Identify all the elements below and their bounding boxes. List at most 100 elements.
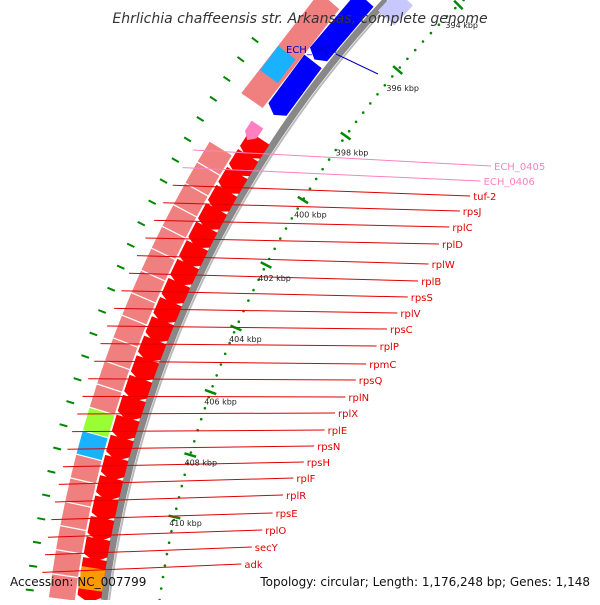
gene-leader-line — [172, 184, 471, 197]
gene-label-rpmc[interactable]: rpmC — [94, 360, 396, 371]
scale-dot — [406, 57, 409, 61]
cds-outer[interactable] — [188, 221, 218, 249]
inner-tick — [89, 331, 98, 337]
gene-label-rplf[interactable]: rplF — [58, 474, 316, 485]
cds-outer[interactable] — [117, 394, 146, 421]
cds-inner[interactable] — [56, 526, 86, 554]
gene-label-rplo[interactable]: rplO — [47, 526, 286, 538]
cds-outer[interactable] — [83, 536, 111, 562]
kbp-label: 394 kbp — [445, 21, 478, 30]
gene-label-rplv[interactable]: rplV — [114, 307, 421, 320]
cds-inner[interactable] — [65, 478, 96, 507]
gene-label-rpln[interactable]: rplN — [82, 393, 370, 404]
cds-upper-blue[interactable] — [268, 54, 322, 116]
scale-dot — [175, 507, 178, 511]
kbp-tick — [229, 324, 242, 332]
cds-inner[interactable] — [82, 407, 115, 438]
gene-label-text: rplV — [400, 309, 420, 320]
inner-tick — [137, 221, 146, 227]
cds-outer[interactable] — [96, 475, 124, 501]
gene-label-rpsn[interactable]: rpsN — [67, 442, 340, 453]
cds-inner[interactable] — [89, 384, 122, 415]
gene-label-rplr[interactable]: rplR — [54, 491, 306, 503]
inner-tick — [81, 354, 90, 359]
cds-inner[interactable] — [185, 162, 220, 196]
cds-upper-cyan[interactable] — [260, 45, 296, 84]
cds-outer[interactable] — [124, 374, 153, 402]
gene-leader-line — [192, 149, 492, 167]
scale-dot — [183, 473, 186, 477]
gene-label-rplb[interactable]: rplB — [128, 272, 441, 288]
scale-dot — [347, 129, 351, 133]
gene-label-text: ECH_0404 — [286, 45, 337, 56]
gene-label-rpld[interactable]: rplD — [145, 237, 463, 251]
cds-inner[interactable] — [197, 141, 232, 175]
gene-label-ech-0404[interactable]: ECH_0404 — [286, 45, 379, 75]
cds-outer[interactable] — [106, 434, 134, 461]
cds-ech0405[interactable] — [244, 120, 264, 141]
gene-label-rpsc[interactable]: rpsC — [107, 325, 413, 336]
gene-label-adk[interactable]: adk — [42, 560, 263, 573]
gene-label-rpsq[interactable]: rpsQ — [88, 376, 382, 387]
gene-label-rpss[interactable]: rpsS — [121, 290, 433, 304]
gene-label-ech-0405[interactable]: ECH_0405 — [192, 149, 545, 173]
inner-tick — [251, 36, 259, 44]
cds-outer[interactable] — [138, 335, 167, 363]
gene-label-rplc[interactable]: rplC — [154, 219, 473, 234]
cds-outer[interactable] — [145, 316, 175, 343]
gene-label-text: rplB — [421, 277, 441, 288]
gene-label-ech-0406[interactable]: ECH_0406 — [182, 167, 535, 188]
gene-label-rplx[interactable]: rplX — [77, 409, 358, 420]
kbp-label: 410 kbp — [169, 519, 202, 528]
inner-tick-ring — [25, 36, 259, 592]
scale-dot — [327, 158, 331, 161]
kbp-label: 396 kbp — [386, 84, 419, 93]
cds-inner[interactable] — [173, 183, 208, 217]
scale-dot — [180, 484, 184, 488]
cds-outer[interactable] — [161, 277, 191, 305]
cds-inner[interactable] — [97, 361, 130, 392]
cds-inner[interactable] — [70, 454, 102, 484]
cds-upper-pink[interactable] — [241, 0, 340, 108]
cds-outer[interactable] — [170, 258, 200, 286]
cds-inner[interactable] — [52, 550, 82, 577]
cds-inner[interactable] — [151, 226, 186, 259]
cds-outer[interactable] — [229, 149, 259, 177]
cds-upper-lavender[interactable] — [378, 0, 413, 26]
cds-outer[interactable] — [153, 296, 183, 324]
topology-text: Topology: circular; Length: 1,176,248 bp… — [259, 575, 590, 589]
scale-dot — [421, 40, 425, 43]
cds-inner[interactable] — [131, 270, 165, 303]
gene-label-text: rplF — [296, 474, 315, 485]
cds-inner[interactable] — [60, 502, 91, 530]
inner-tick — [47, 469, 56, 474]
cds-outer[interactable] — [91, 495, 119, 522]
cds-outer[interactable] — [198, 203, 228, 230]
gene-label-rpsj[interactable]: rpsJ — [163, 202, 481, 218]
gene-label-rpsh[interactable]: rpsH — [62, 458, 330, 469]
cds-upper-blue[interactable] — [309, 0, 374, 62]
gene-leader-line — [335, 53, 379, 75]
cds-inner[interactable] — [113, 315, 146, 347]
gene-label-secy[interactable]: secY — [44, 543, 279, 556]
scale-dot — [273, 247, 277, 251]
kbp-tick — [297, 195, 309, 205]
cds-outer[interactable] — [100, 454, 129, 481]
cds-outer[interactable] — [179, 240, 209, 267]
gene-label-rple[interactable]: rplE — [72, 426, 347, 437]
cds-outer[interactable] — [111, 414, 140, 441]
gene-label-rplw[interactable]: rplW — [136, 255, 455, 271]
inner-tick — [41, 493, 51, 498]
cds-inner[interactable] — [48, 574, 78, 601]
gene-label-rplp[interactable]: rplP — [100, 342, 399, 353]
gene-leader-line — [114, 307, 398, 314]
gene-label-tuf-2[interactable]: tuf-2 — [172, 184, 497, 203]
cds-inner[interactable] — [76, 431, 108, 461]
kbp-tick — [260, 261, 272, 269]
gene-label-rpse[interactable]: rpsE — [51, 509, 298, 521]
cds-orange[interactable] — [78, 566, 106, 592]
scale-dot — [308, 187, 312, 190]
inner-tick — [66, 400, 75, 405]
gene-leader-line — [72, 429, 325, 433]
